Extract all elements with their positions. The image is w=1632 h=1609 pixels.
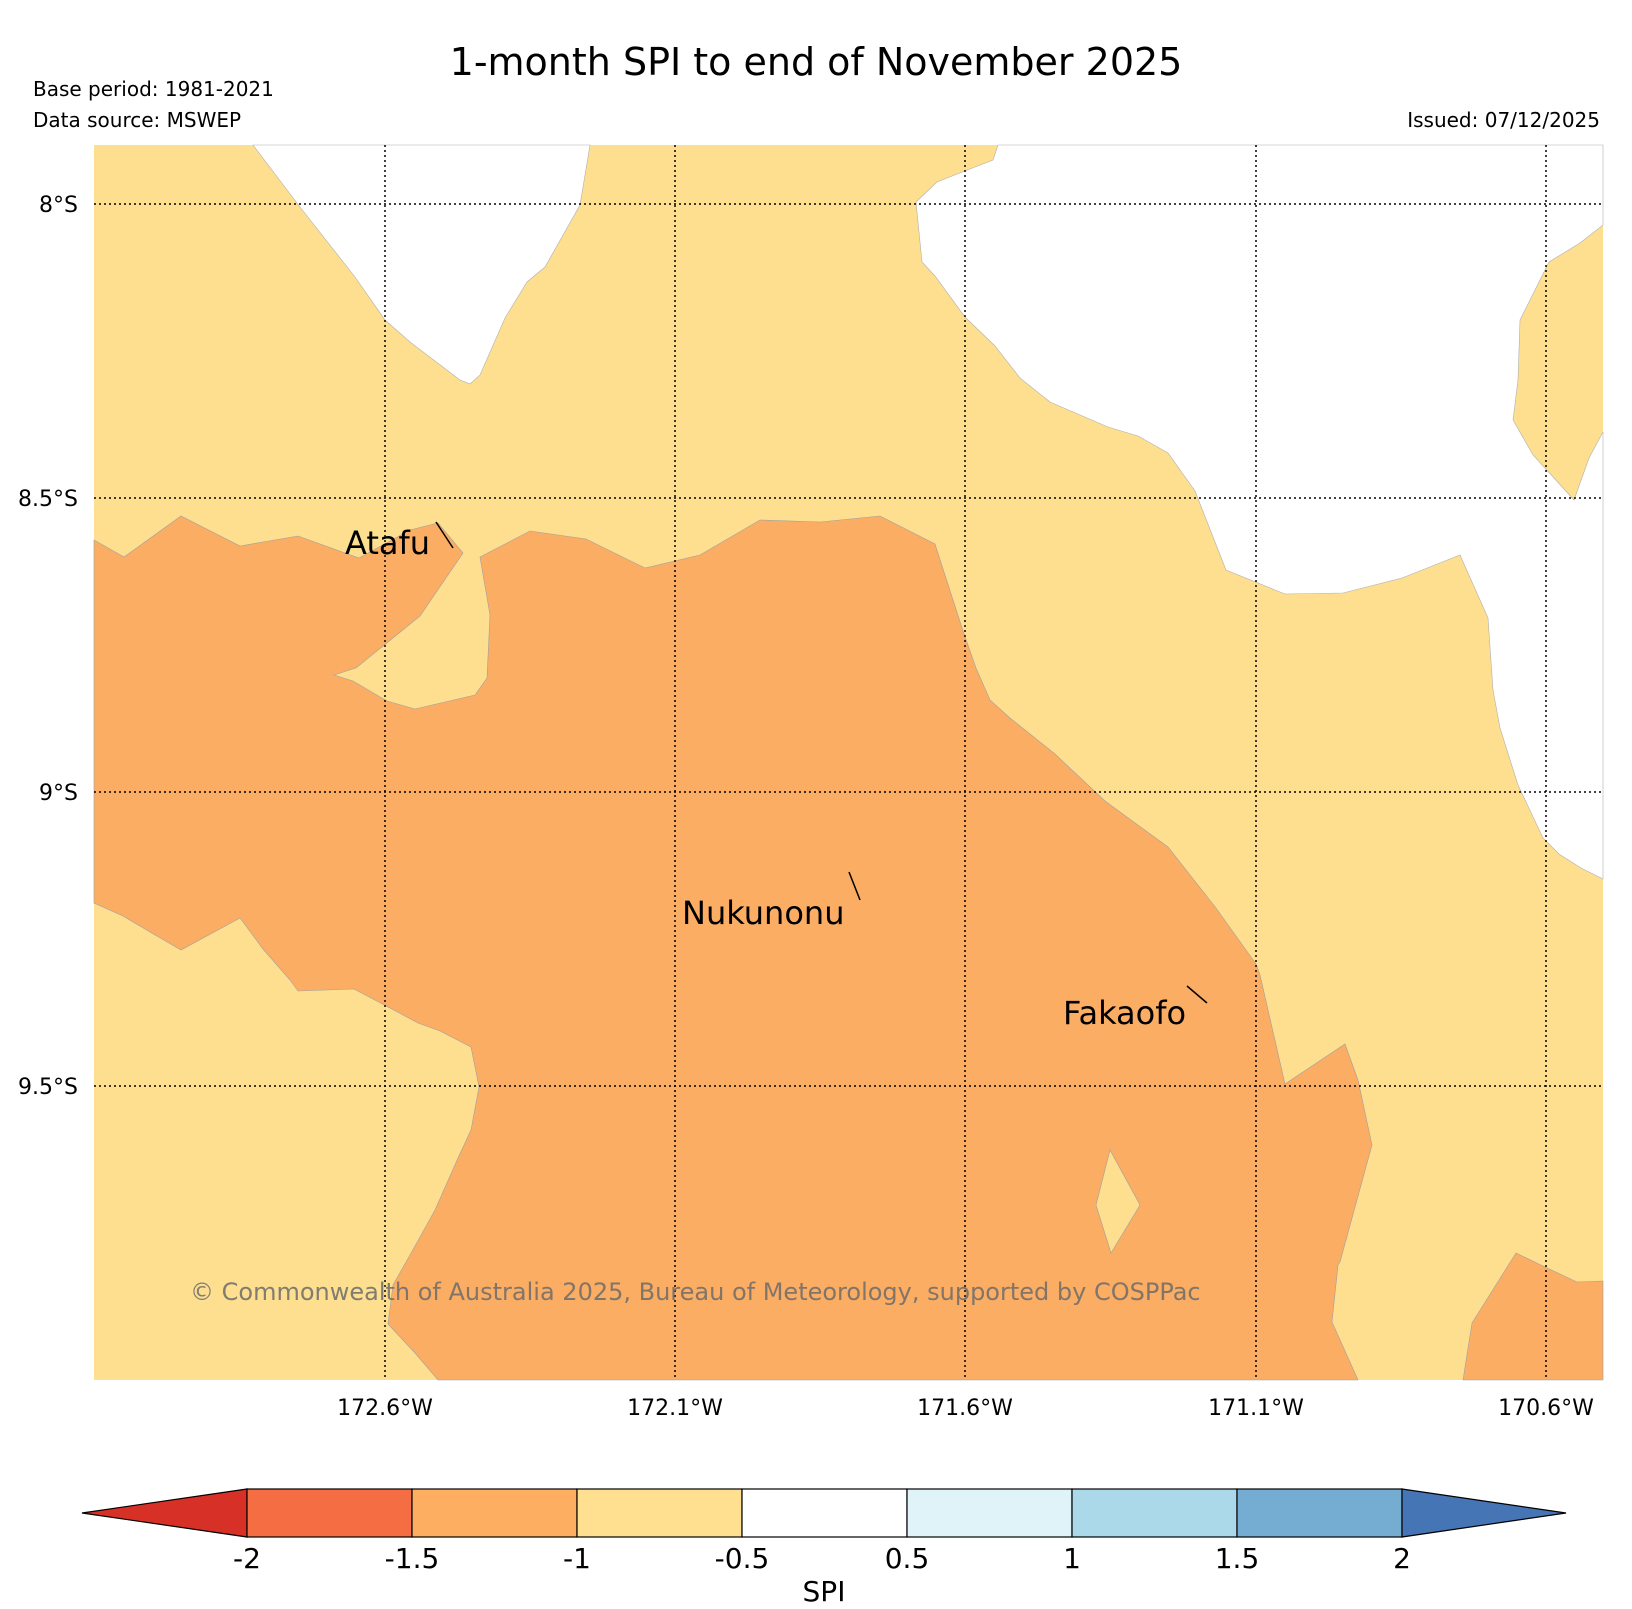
colorbar-tick--0-5: -0.5 bbox=[715, 1542, 770, 1575]
colorbar-swatch-3 bbox=[576, 1488, 743, 1538]
colorbar-label: SPI bbox=[803, 1575, 846, 1608]
colorbar-swatch-4 bbox=[741, 1488, 908, 1538]
colorbar-extend-low bbox=[81, 1488, 248, 1538]
spi-colorbar bbox=[81, 1488, 1567, 1538]
moderately-dry-region bbox=[93, 515, 1373, 1381]
issued-date: Issued: 07/12/2025 bbox=[1407, 108, 1600, 132]
moderately-dry-region-southeast bbox=[1462, 1252, 1604, 1381]
colorbar-tick--1: -1 bbox=[563, 1542, 591, 1575]
colorbar-tick--1-5: -1.5 bbox=[385, 1542, 440, 1575]
map-title: 1-month SPI to end of November 2025 bbox=[449, 40, 1183, 84]
lon-label-170-6w: 170.6°W bbox=[1498, 1396, 1594, 1421]
mildly-dry-patch bbox=[1095, 1149, 1141, 1254]
lon-label-171-1w: 171.1°W bbox=[1208, 1396, 1304, 1421]
colorbar-tick-1-5: 1.5 bbox=[1215, 1542, 1260, 1575]
colorbar-extend-high bbox=[1401, 1488, 1567, 1538]
lat-label-8s: 8°S bbox=[39, 193, 78, 218]
colorbar-swatch-1 bbox=[246, 1488, 413, 1538]
place-label-atafu: Atafu bbox=[345, 524, 430, 562]
data-source: Data source: MSWEP bbox=[33, 108, 242, 132]
copyright-credit: © Commonwealth of Australia 2025, Bureau… bbox=[190, 1278, 1201, 1306]
colorbar-swatch-6 bbox=[1071, 1488, 1238, 1538]
nukunonu-island-mark bbox=[848, 871, 861, 901]
place-label-nukunonu: Nukunonu bbox=[682, 894, 844, 932]
fakaofo-island-mark bbox=[1186, 985, 1208, 1004]
colorbar-swatch-7 bbox=[1236, 1488, 1403, 1538]
lon-label-172-1w: 172.1°W bbox=[627, 1396, 723, 1421]
lat-label-8-5s: 8.5°S bbox=[18, 487, 78, 512]
colorbar-tick-1: 1 bbox=[1063, 1542, 1081, 1575]
lat-label-9-5s: 9.5°S bbox=[18, 1075, 78, 1100]
lon-label-171-6w: 171.6°W bbox=[917, 1396, 1013, 1421]
lat-label-9s: 9°S bbox=[39, 781, 78, 806]
colorbar-swatch-5 bbox=[906, 1488, 1073, 1538]
base-period: Base period: 1981-2021 bbox=[33, 77, 274, 101]
colorbar-tick-0-5: 0.5 bbox=[885, 1542, 930, 1575]
colorbar-swatch-2 bbox=[411, 1488, 578, 1538]
near-normal-region-east bbox=[915, 144, 1604, 880]
colorbar-tick--2: -2 bbox=[233, 1542, 261, 1575]
graticule bbox=[94, 145, 1603, 1380]
place-label-fakaofo: Fakaofo bbox=[1063, 994, 1186, 1032]
lon-label-172-6w: 172.6°W bbox=[337, 1396, 433, 1421]
atafu-island-mark bbox=[435, 521, 454, 549]
colorbar-tick-2: 2 bbox=[1393, 1542, 1411, 1575]
